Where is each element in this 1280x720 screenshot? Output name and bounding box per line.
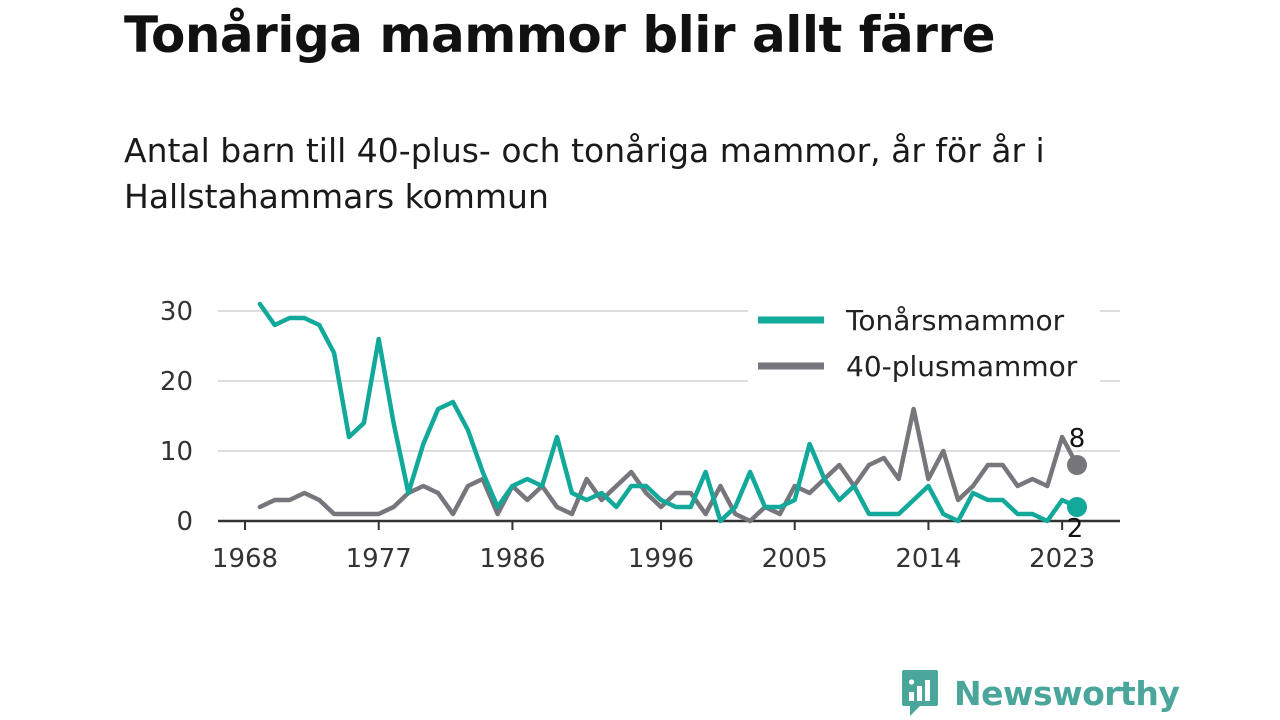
brand-name: Newsworthy <box>954 673 1180 713</box>
chart-subtitle: Antal barn till 40-plus- och tonåriga ma… <box>124 131 1045 216</box>
series-line-fortyplusmammor <box>257 406 1080 524</box>
newsworthy-logo-icon <box>902 670 938 716</box>
x-tick-label: 2005 <box>762 544 828 574</box>
legend-background <box>748 296 1100 386</box>
x-tick-label: 1968 <box>212 544 278 574</box>
y-tick-label: 0 <box>176 507 193 537</box>
x-tick-label: 1977 <box>346 544 412 574</box>
series-line-tonarsmammor <box>257 301 1080 524</box>
axes: 0 10 20 30 1968 1977 1986 1996 2005 2014 2023 <box>160 297 1120 574</box>
line-chart: 0 10 20 30 1968 1977 1986 1996 2005 2014 2023 Tonå… <box>160 296 1120 574</box>
end-point-tonarsmammor <box>1067 497 1087 517</box>
end-point-fortyplusmammor <box>1067 455 1087 475</box>
x-tick-label: 2023 <box>1029 544 1095 574</box>
y-tick-label: 20 <box>160 367 193 397</box>
series-lines <box>257 301 1087 524</box>
legend-label-fortyplusmammor: 40-plusmammor <box>846 350 1078 383</box>
x-tick-label: 1986 <box>479 544 545 574</box>
end-label-fortyplusmammor: 8 <box>1069 424 1086 454</box>
newsworthy-logo: Newsworthy <box>900 668 1180 718</box>
end-labels: 82 <box>1067 424 1086 544</box>
end-label-tonarsmammor: 2 <box>1067 514 1084 544</box>
legend: Tonårsmammor 40-plusmammor <box>748 296 1100 386</box>
y-tick-label: 10 <box>160 437 193 467</box>
y-tick-label: 30 <box>160 297 193 327</box>
x-tick-label: 2014 <box>895 544 961 574</box>
x-tick-label: 1996 <box>628 544 694 574</box>
legend-label-tonarsmammor: Tonårsmammor <box>845 304 1065 337</box>
chart-title: Tonåriga mammor blir allt färre <box>124 6 996 64</box>
